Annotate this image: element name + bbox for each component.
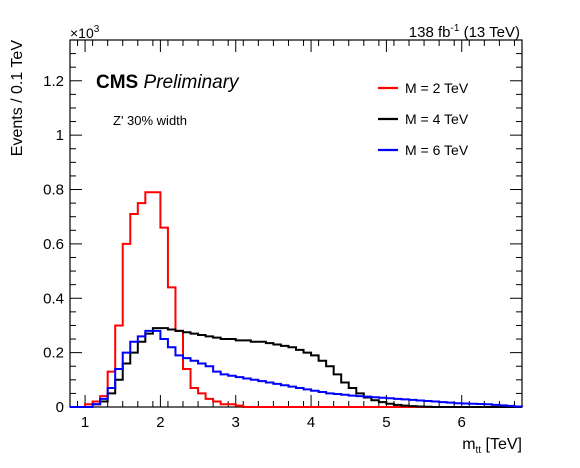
series-line-1 xyxy=(70,191,522,408)
legend-label-1: M = 2 TeV xyxy=(405,80,469,96)
x-axis-label: mtt [TeV] xyxy=(462,436,522,456)
y-tick-label: 0 xyxy=(56,399,64,416)
y-tick-label: 1.2 xyxy=(43,73,64,90)
y-tick-label: 0.6 xyxy=(43,236,64,253)
legend: M = 2 TeV M = 4 TeV M = 6 TeV xyxy=(378,80,469,158)
legend-label-2: M = 4 TeV xyxy=(405,111,469,127)
series-line-3 xyxy=(70,329,523,408)
y-axis-label: Events / 0.1 TeV xyxy=(9,40,26,157)
annotation: Z' 30% width xyxy=(113,113,187,128)
x-tick-label: 2 xyxy=(156,414,164,431)
y-tick-label: 0.2 xyxy=(43,345,64,362)
y-tick-labels: 0 0.2 0.4 0.6 0.8 1 1.2 xyxy=(43,73,64,416)
x-tick-label: 6 xyxy=(458,414,466,431)
y-tick-label: 0.8 xyxy=(43,182,64,199)
y-multiplier: ×103 xyxy=(70,24,100,41)
series-group xyxy=(70,191,523,408)
x-tick-label: 1 xyxy=(81,414,89,431)
x-tick-label: 5 xyxy=(382,414,390,431)
x-tick-label: 3 xyxy=(232,414,240,431)
lumi-label: 138 fb-1 (13 TeV) xyxy=(409,23,520,41)
legend-label-3: M = 6 TeV xyxy=(405,142,469,158)
y-tick-label: 1 xyxy=(56,127,64,144)
x-tick-labels: 1 2 3 4 5 6 xyxy=(81,414,466,431)
y-tick-label: 0.4 xyxy=(43,290,64,307)
series-line-2 xyxy=(70,327,522,408)
x-tick-label: 4 xyxy=(307,414,315,431)
experiment-label: CMS Preliminary xyxy=(96,72,240,93)
